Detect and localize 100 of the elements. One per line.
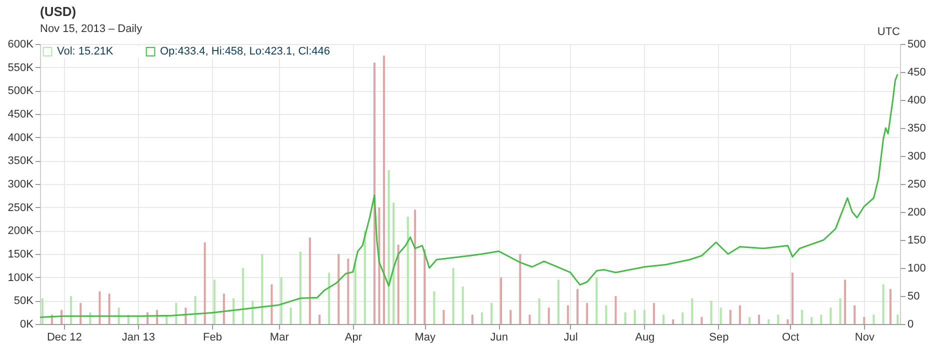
bar (576, 289, 578, 324)
bar (614, 296, 617, 324)
bar (252, 300, 254, 324)
bar (820, 314, 822, 324)
bar (528, 314, 531, 324)
chart-subtitle: Nov 15, 2013 – Daily (40, 23, 143, 35)
y2-tick-label: 450 (908, 66, 926, 78)
bar (839, 298, 842, 324)
bar (548, 308, 550, 324)
bar (710, 300, 712, 324)
x-tick-label: Nov (854, 332, 875, 344)
x-tick-label: Dec 12 (46, 332, 82, 344)
bar (204, 242, 206, 324)
bar (108, 294, 110, 324)
x-tick-label: Feb (203, 332, 222, 344)
y2-tick-label: 250 (908, 178, 926, 190)
bar (729, 310, 732, 324)
bar (41, 298, 44, 324)
y2-tick-label: 300 (908, 150, 926, 162)
y-tick-label: 150K (8, 248, 34, 260)
x-tick-label: Jul (564, 332, 578, 344)
bar (175, 303, 178, 324)
bar (605, 305, 608, 324)
bar (872, 314, 875, 324)
bar (510, 310, 512, 324)
y-tick-label: 50K (14, 295, 34, 308)
bar (882, 284, 884, 324)
bar (98, 291, 101, 324)
bar (863, 317, 866, 324)
bar (213, 280, 216, 324)
bar (500, 277, 502, 324)
x-tick-label: May (414, 332, 436, 344)
bar (700, 317, 703, 324)
bar (792, 272, 794, 324)
bar (810, 317, 813, 324)
bar (299, 252, 302, 324)
bar (471, 314, 474, 324)
x-tick-label: Mar (270, 332, 290, 344)
y2-tick-label: 0 (908, 318, 914, 330)
bar (738, 305, 741, 324)
bar (480, 312, 483, 324)
bar (136, 317, 139, 324)
y2-tick-label: 500 (908, 38, 926, 50)
bar (433, 291, 436, 324)
bar (392, 202, 395, 324)
x-tick-label: Aug (635, 332, 655, 344)
bar (70, 296, 72, 324)
bar (758, 314, 760, 324)
bar (844, 280, 846, 324)
y-tick-label: 500K (8, 85, 34, 98)
bar (414, 210, 416, 324)
bar (720, 308, 722, 324)
bar (280, 277, 282, 324)
bar (748, 317, 750, 324)
y-tick-label: 600K (8, 38, 34, 50)
bar (691, 298, 694, 324)
bar (596, 277, 598, 324)
bar (270, 284, 273, 324)
bar (354, 263, 356, 324)
y-tick-label: 250K (8, 202, 34, 214)
bar (80, 303, 82, 324)
bar (452, 268, 454, 324)
bar (786, 319, 789, 324)
legend-label: Op:433.4, Hi:458, Lo:423.1, Cl:446 (160, 46, 330, 58)
bar (768, 319, 770, 324)
y2-tick-label: 350 (908, 122, 926, 134)
bar (261, 254, 264, 324)
bar (194, 296, 196, 324)
bar (801, 310, 804, 324)
bar (519, 254, 522, 324)
bar (462, 286, 464, 324)
bar (378, 207, 380, 324)
bar (222, 294, 225, 324)
y2-tick-label: 200 (908, 206, 926, 218)
chart-title: (USD) (40, 4, 76, 19)
bar (232, 298, 234, 324)
bar (682, 312, 684, 324)
bar (318, 314, 320, 324)
legend-label: Vol: 15.21K (57, 46, 114, 58)
bar (854, 305, 856, 324)
bar (328, 272, 330, 324)
bar (383, 56, 385, 324)
bar (397, 244, 400, 324)
bar (652, 303, 655, 324)
bar (290, 308, 292, 324)
bar (566, 305, 569, 324)
bar (442, 310, 445, 324)
bar (672, 319, 674, 324)
y-tick-label: 550K (8, 62, 34, 74)
y-tick-label: 400K (8, 132, 34, 144)
y2-tick-label: 50 (908, 290, 920, 302)
x-tick-label: Apr (344, 332, 362, 344)
bar (406, 216, 409, 324)
bar (586, 303, 588, 324)
bar (538, 298, 540, 324)
y-tick-label: 350K (8, 155, 34, 168)
bar (347, 258, 350, 324)
y-tick-label: 450K (8, 108, 34, 120)
bar (889, 289, 892, 324)
text: UTC (877, 26, 900, 38)
